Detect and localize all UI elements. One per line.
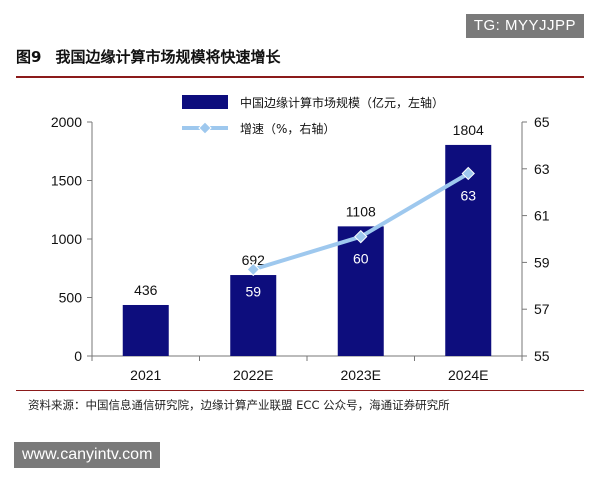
y-left-tick-label: 0 — [74, 348, 82, 364]
bar — [122, 304, 169, 356]
growth-marker — [461, 166, 475, 181]
y-right-tick-label: 59 — [534, 254, 550, 270]
x-tick-label: 2021 — [130, 367, 161, 383]
growth-value-label: 63 — [460, 187, 476, 203]
bar-value-label: 692 — [242, 252, 266, 268]
bar-value-label: 1108 — [346, 203, 376, 219]
growth-marker — [354, 229, 368, 244]
title-rule — [16, 76, 584, 78]
growth-value-label: 60 — [353, 251, 369, 267]
legend-line-marker — [198, 121, 212, 135]
figure-title-text: 我国边缘计算市场规模将快速增长 — [55, 48, 281, 66]
bar-value-label: 436 — [134, 282, 158, 298]
growth-value-label: 59 — [245, 283, 261, 299]
y-right-tick-label: 61 — [534, 208, 550, 224]
y-left-tick-label: 1500 — [51, 173, 82, 189]
x-tick-label: 2022E — [233, 367, 273, 383]
y-left-tick-label: 2000 — [51, 114, 82, 130]
x-tick-label: 2024E — [448, 367, 488, 383]
bar — [230, 275, 277, 356]
watermark-bottom: www.canyintv.com — [14, 442, 161, 468]
watermark-top: TG: MYYJJPP — [465, 14, 584, 38]
bar — [337, 226, 384, 356]
y-right-tick-label: 63 — [534, 161, 550, 177]
growth-marker — [246, 262, 260, 277]
x-tick-label: 2023E — [341, 367, 381, 383]
source-note: 资料来源：中国信息通信研究院，边缘计算产业联盟 ECC 公众号，海通证券研究所 — [28, 398, 450, 412]
y-left-tick-label: 500 — [59, 290, 83, 306]
figure-number: 图9 — [16, 48, 42, 66]
y-left-tick-label: 1000 — [51, 231, 82, 247]
y-right-tick-label: 57 — [534, 301, 550, 317]
legend-line-label: 增速（%，右轴） — [240, 121, 335, 136]
legend-bar-swatch — [182, 95, 228, 109]
figure-title: 图9 我国边缘计算市场规模将快速增长 — [16, 46, 280, 67]
y-right-tick-label: 65 — [534, 114, 550, 130]
source-rule — [16, 390, 584, 391]
legend-bar-label: 中国边缘计算市场规模（亿元，左轴） — [240, 95, 444, 110]
y-right-tick-label: 55 — [534, 348, 550, 364]
bar-value-label: 1804 — [453, 122, 484, 138]
